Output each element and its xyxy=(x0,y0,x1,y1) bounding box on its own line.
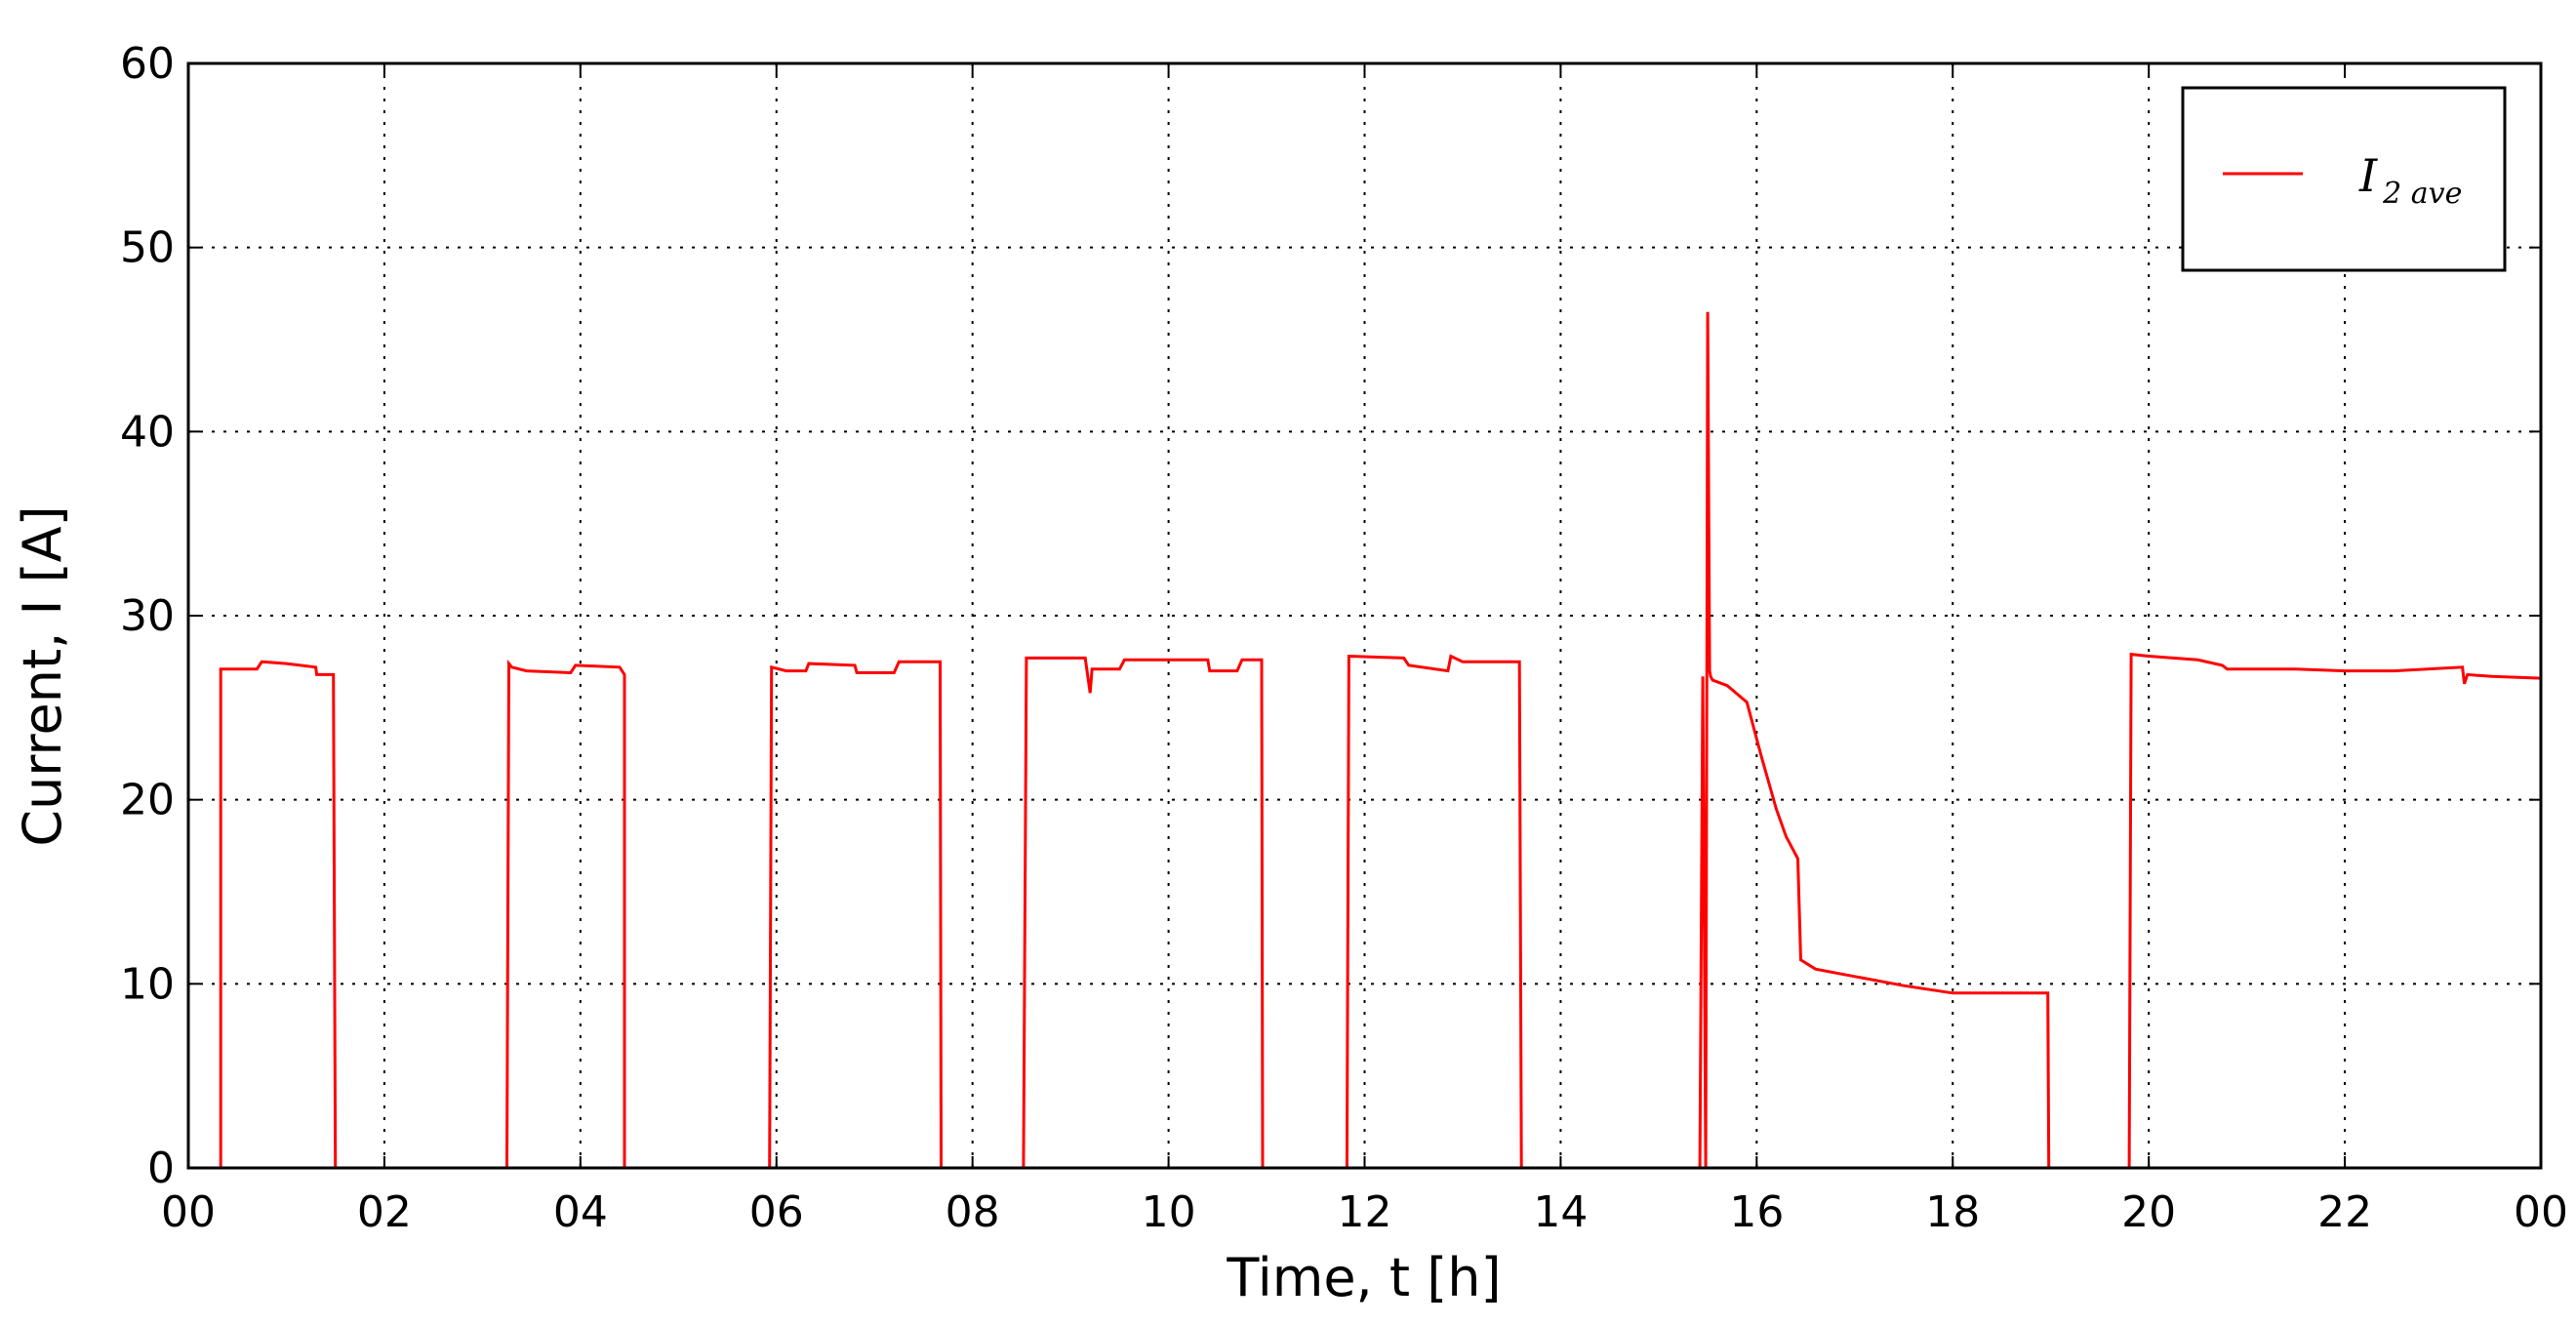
y-tick-label: 50 xyxy=(120,223,175,273)
legend-box xyxy=(2181,86,2507,272)
x-tick-label: 00 xyxy=(161,1187,216,1237)
x-tick-labels: 00 02 04 06 08 10 12 14 16 18 20 22 00 xyxy=(161,1187,2568,1237)
x-tick-label: 14 xyxy=(1533,1187,1588,1237)
x-tick-label: 06 xyxy=(749,1187,804,1237)
x-tick-label: 10 xyxy=(1142,1187,1196,1237)
y-tick-label: 10 xyxy=(120,959,175,1009)
y-tick-labels: 0 10 20 30 40 50 60 xyxy=(120,39,175,1193)
x-tick-label: 00 xyxy=(2514,1187,2568,1237)
legend-series-subscript: 2 ave xyxy=(2382,177,2462,211)
y-tick-label: 40 xyxy=(120,407,175,457)
grid-lines xyxy=(188,63,2541,1168)
x-tick-label: 08 xyxy=(946,1187,1000,1237)
x-tick-label: 20 xyxy=(2121,1187,2176,1237)
x-tick-label: 04 xyxy=(553,1187,608,1237)
y-tick-label: 30 xyxy=(120,591,175,641)
y-tick-label: 0 xyxy=(147,1144,175,1193)
x-tick-label: 22 xyxy=(2317,1187,2372,1237)
x-tick-label: 18 xyxy=(1925,1187,1980,1237)
y-tick-label: 20 xyxy=(120,776,175,825)
axis-ticks xyxy=(187,62,2542,1169)
x-axis-label: Time, t [h] xyxy=(1226,1247,1501,1308)
legend-series-name: I xyxy=(2358,149,2378,202)
y-tick-label: 60 xyxy=(120,39,175,89)
x-tick-label: 02 xyxy=(357,1187,412,1237)
x-tick-label: 16 xyxy=(1729,1187,1784,1237)
y-axis-label: Current, I [A] xyxy=(12,505,73,846)
x-tick-label: 12 xyxy=(1338,1187,1392,1237)
